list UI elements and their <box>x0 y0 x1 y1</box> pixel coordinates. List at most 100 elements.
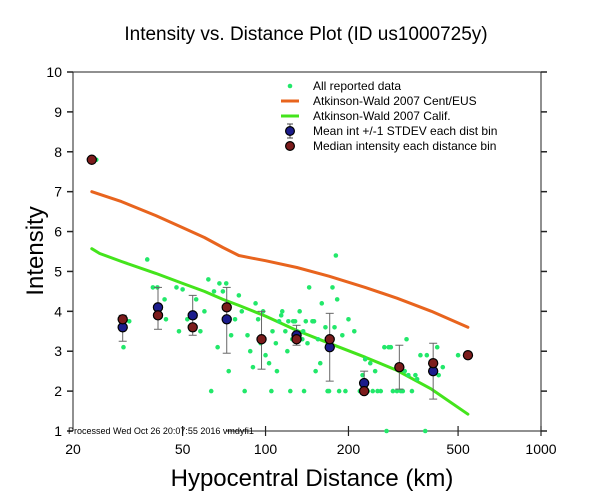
reported-data-point <box>228 332 234 338</box>
chart-title: Intensity vs. Distance Plot (ID us100072… <box>124 24 487 45</box>
reported-data-point <box>378 388 384 394</box>
reported-data-point <box>144 257 150 262</box>
y-tick-label: 6 <box>54 224 62 240</box>
legend-label: Median intensity each distance bin <box>313 139 496 153</box>
reported-data-point <box>343 388 348 394</box>
reported-data-point <box>413 372 418 378</box>
reported-data-points <box>93 157 461 434</box>
reported-data-point <box>126 319 132 324</box>
reported-data-point <box>245 332 250 338</box>
median-marker <box>427 357 439 369</box>
mean-marker <box>187 310 198 321</box>
reported-data-point <box>362 356 368 362</box>
reported-data-point <box>382 344 387 350</box>
median-marker <box>291 334 302 345</box>
median-marker <box>86 154 97 165</box>
median-marker <box>256 334 267 345</box>
reported-data-point <box>176 328 182 334</box>
median-marker <box>152 310 164 321</box>
median-marker <box>221 302 232 313</box>
reported-data-point <box>332 324 337 330</box>
reported-data-point <box>202 309 207 314</box>
legend-label: Mean int +/-1 STDEV each dist bin <box>313 124 497 138</box>
reported-data-point <box>193 297 199 302</box>
reported-data-point <box>390 388 396 394</box>
reported-data-point <box>346 317 351 322</box>
x-tick-label: 200 <box>337 441 361 457</box>
reported-data-point <box>255 317 261 322</box>
model-curves <box>90 190 470 416</box>
reported-data-point <box>274 368 280 374</box>
legend-symbol-median <box>285 141 296 152</box>
reported-data-point <box>406 372 411 378</box>
median-marker <box>324 334 335 345</box>
reported-data-point <box>292 319 298 324</box>
reported-data-point <box>253 301 258 306</box>
reported-data-point <box>333 253 339 258</box>
y-tick-label: 4 <box>54 303 62 319</box>
reported-data-point <box>278 313 284 318</box>
legend-label: All reported data <box>313 79 401 93</box>
reported-data-point <box>297 309 302 314</box>
y-tick-label: 5 <box>54 263 62 279</box>
x-tick-label: 50 <box>175 441 191 457</box>
reported-data-point <box>323 324 328 330</box>
y-tick-label: 9 <box>54 104 62 120</box>
median-marker <box>462 350 474 361</box>
reported-data-point <box>163 317 169 322</box>
reported-data-point <box>440 364 446 370</box>
processed-footnote: Processed Wed Oct 26 20:07:55 2016 vmdyf… <box>68 426 254 436</box>
reported-data-point <box>384 428 389 434</box>
reported-data-point <box>409 388 415 394</box>
reported-data-point <box>301 388 307 394</box>
y-tick-label: 10 <box>46 64 62 80</box>
reported-data-point <box>300 328 306 334</box>
reported-data-point <box>313 368 318 374</box>
reported-data-point <box>226 368 232 374</box>
reported-data-point <box>334 297 340 302</box>
bin-markers <box>86 154 474 397</box>
reported-data-point <box>418 352 423 358</box>
legend-label: Atkinson-Wald 2007 Cent/EUS <box>313 94 477 108</box>
reported-data-point <box>303 319 309 324</box>
reported-data-point <box>351 328 357 334</box>
reported-data-point <box>242 388 247 394</box>
reported-data-point <box>121 344 126 350</box>
reported-data-point <box>330 285 335 290</box>
plot-frame <box>72 71 542 432</box>
reported-data-point <box>211 289 217 294</box>
reported-data-point <box>232 317 238 322</box>
reported-data-point <box>455 352 461 358</box>
reported-data-point <box>315 336 321 342</box>
reported-data-point <box>400 388 406 394</box>
reported-data-point <box>404 336 409 342</box>
y-tick-label: 7 <box>54 184 62 200</box>
reported-data-point <box>288 388 293 394</box>
reported-data-point <box>306 285 312 290</box>
median-marker <box>394 361 405 373</box>
mean-marker <box>221 314 232 325</box>
x-tick-label: 1000 <box>525 441 556 457</box>
reported-data-point <box>276 319 282 324</box>
reported-data-point <box>286 319 291 324</box>
reported-data-point <box>273 340 279 346</box>
y-tick-label: 3 <box>54 343 62 359</box>
reported-data-point <box>317 360 323 366</box>
reported-data-point <box>208 388 214 394</box>
reported-data-point <box>375 388 380 394</box>
reported-data-point <box>263 352 268 358</box>
reported-data-point <box>319 301 325 306</box>
reported-data-point <box>198 328 203 334</box>
reported-data-point <box>367 360 373 366</box>
reported-data-point <box>340 332 345 338</box>
legend-symbol-dot <box>287 83 293 89</box>
reported-data-point <box>336 388 342 394</box>
reported-data-point <box>434 344 440 350</box>
reported-data-point <box>150 285 156 290</box>
median-marker <box>117 314 128 325</box>
reported-data-point <box>220 289 226 294</box>
x-axis-title: Hypocentral Distance (km) <box>171 465 454 492</box>
cent-eus-curve <box>90 190 470 329</box>
